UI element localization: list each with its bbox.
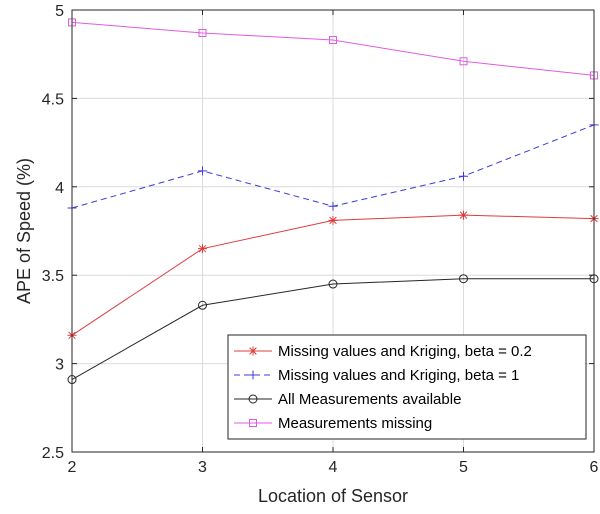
legend-item: Missing values and Kriging, beta = 1 — [234, 367, 519, 384]
x-tick-label: 3 — [198, 459, 207, 476]
ticks: 2 3 4 5 6 2.5 3 3.5 4 4.5 5 — [42, 3, 599, 476]
legend-label: Measurements missing — [278, 415, 432, 432]
legend-item: All Measurements available — [234, 391, 461, 408]
legend-item: Missing values and Kriging, beta = 0.2 — [234, 343, 532, 360]
data-point — [459, 274, 468, 284]
x-axis-label: Location of Sensor — [258, 486, 408, 506]
legend-item: Measurements missing — [234, 415, 432, 432]
legend-marker — [249, 419, 257, 427]
data-point — [328, 201, 338, 211]
y-tick-label: 4.5 — [42, 91, 64, 108]
series-line — [71, 278, 594, 380]
legend-marker — [248, 370, 258, 380]
y-tick-label: 3 — [55, 357, 64, 374]
data-point — [459, 210, 468, 220]
data-point — [459, 171, 468, 181]
x-tick-label: 6 — [590, 459, 599, 476]
x-tick-label: 2 — [68, 459, 77, 476]
y-tick-label: 2.5 — [42, 445, 64, 462]
legend-label: All Measurements available — [278, 391, 461, 408]
data-point — [328, 279, 338, 289]
y-tick-label: 3.5 — [42, 268, 64, 285]
legend-label: Missing values and Kriging, beta = 1 — [278, 367, 519, 384]
series-line — [71, 21, 595, 76]
x-tick-label: 4 — [329, 459, 338, 476]
legend-marker — [248, 394, 258, 404]
data-point — [459, 57, 468, 66]
x-tick-label: 5 — [459, 459, 468, 476]
data-point — [198, 300, 207, 310]
series-group — [67, 18, 599, 385]
legend-box — [227, 334, 587, 440]
y-tick-label: 4 — [55, 180, 64, 197]
data-point — [198, 28, 207, 37]
y-axis-label: APE of Speed (%) — [14, 158, 34, 304]
data-point — [198, 166, 207, 176]
legend: Missing values and Kriging, beta = 0.2 Mi… — [227, 334, 587, 440]
legend-marker — [248, 346, 258, 356]
data-point — [328, 215, 338, 225]
y-tick-label: 5 — [55, 3, 64, 20]
data-point — [198, 244, 207, 254]
legend-label: Missing values and Kriging, beta = 0.2 — [278, 343, 532, 360]
data-point — [329, 36, 337, 45]
